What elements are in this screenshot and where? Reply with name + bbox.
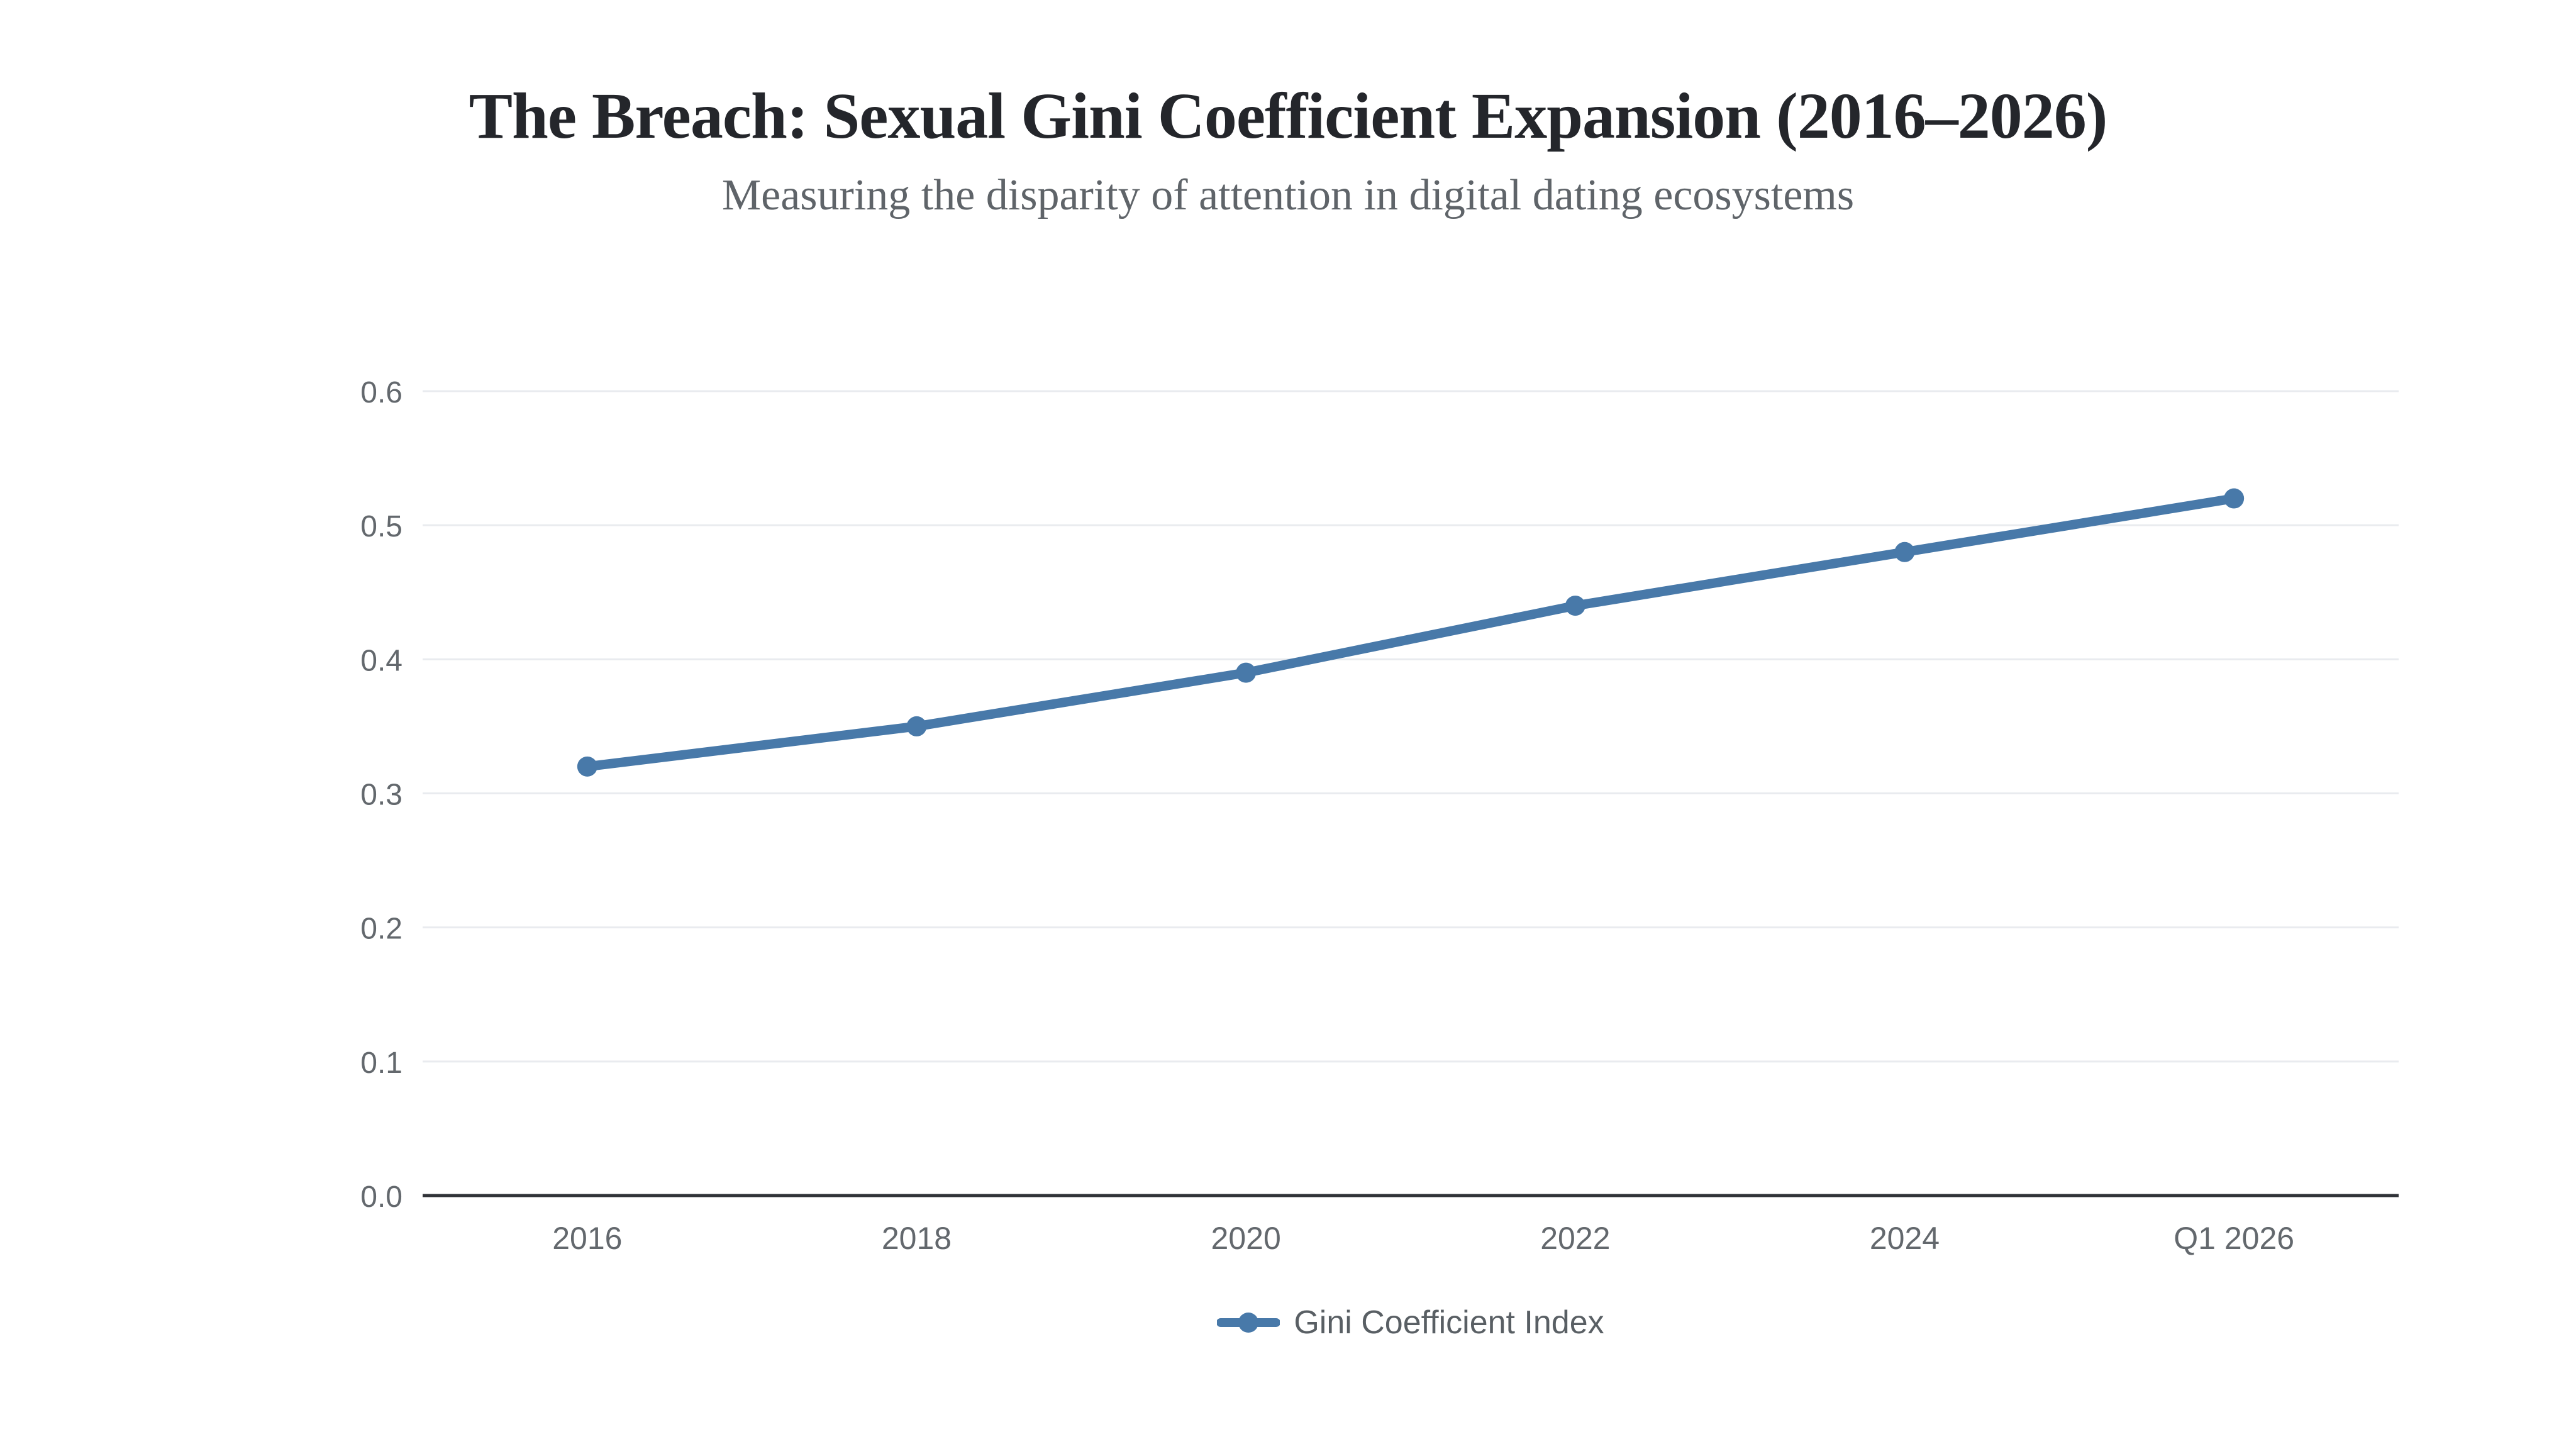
line-series-marker-icon: [1217, 1313, 1280, 1333]
y-tick-label: 0.2: [360, 913, 402, 946]
data-point-marker: [577, 756, 597, 777]
x-tick-label: 2022: [1540, 1221, 1610, 1256]
y-tick-label: 0.3: [360, 779, 402, 812]
y-tick-label: 0.5: [360, 510, 402, 543]
legend-item-gini-coefficient-index[interactable]: Gini Coefficient Index: [1217, 1306, 1604, 1339]
series-line: [582, 494, 2239, 772]
chart-subtitle: Measuring the disparity of attention in …: [721, 171, 1855, 219]
chart-title: The Breach: Sexual Gini Coefficient Expa…: [469, 80, 2108, 152]
x-tick-label: 2016: [552, 1221, 622, 1256]
data-point-marker: [2224, 488, 2245, 509]
legend: Gini Coefficient Index: [423, 1294, 2399, 1351]
data-point-marker: [1236, 662, 1257, 683]
legend-label: Gini Coefficient Index: [1294, 1304, 1604, 1341]
y-tick-label: 0.4: [360, 644, 402, 677]
y-tick-label: 0.1: [360, 1046, 402, 1080]
data-point-marker: [1894, 541, 1915, 562]
x-tick-label: Q1 2026: [2174, 1221, 2294, 1256]
data-point-marker: [1565, 596, 1585, 616]
data-point-marker: [906, 716, 927, 736]
y-tick-label: 0.6: [360, 376, 402, 409]
y-tick-label: 0.0: [360, 1180, 402, 1214]
x-tick-label: 2018: [882, 1221, 952, 1256]
x-tick-label: 2024: [1870, 1221, 1940, 1256]
x-tick-label: 2020: [1211, 1221, 1281, 1256]
